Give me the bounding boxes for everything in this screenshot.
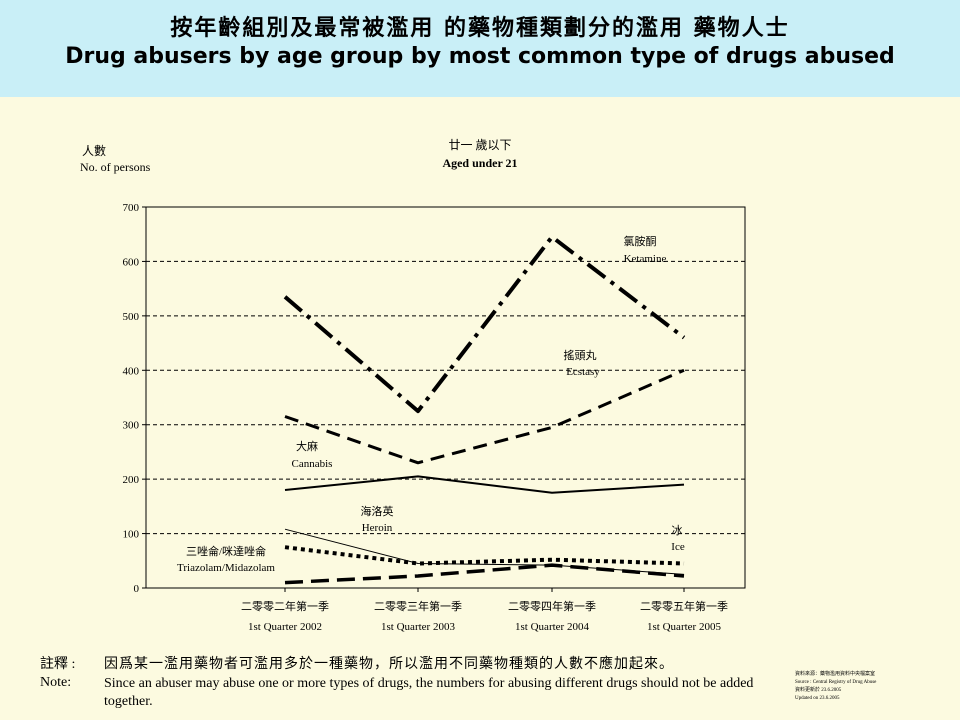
chart-title: Aged under 21	[442, 156, 517, 170]
updated-line-zh: 資料更新於 23.6.2005	[795, 688, 842, 693]
y-axis-label: No. of persons	[80, 160, 151, 174]
x-tick-label: 1st Quarter 2003	[381, 621, 455, 633]
series-line-ice	[284, 563, 685, 585]
line-chart: 廿一 歲以下 Aged under 21 人數 No. of persons 0 100 2…	[80, 138, 746, 633]
series-line-ecstasy	[284, 368, 685, 465]
y-tick-label: 500	[123, 311, 140, 323]
y-axis-label-zh: 人數	[82, 144, 106, 158]
y-tick-label: 300	[123, 420, 140, 432]
series-label-zh-cannabis: 大麻	[296, 439, 318, 453]
y-tick-label: 700	[123, 202, 140, 214]
chart-title-zh: 廿一 歲以下	[448, 138, 511, 152]
series-line-heroin	[284, 528, 685, 575]
source-line-en: Source : Central Registry of Drug Abuse	[795, 680, 877, 685]
series-line-triazolam-midazolam	[284, 545, 685, 566]
series-label-ice: Ice	[671, 541, 685, 553]
series-label-cannabis: Cannabis	[292, 458, 333, 470]
x-tick-label: 1st Quarter 2004	[515, 621, 589, 633]
plot-frame	[145, 206, 746, 589]
series-label-zh-triazolam-midazolam: 三唑侖/咪達唑侖	[186, 544, 266, 558]
series-label-ketamine: Ketamine	[624, 253, 667, 265]
series-label-zh-ketamine: 氯胺酮	[624, 234, 657, 248]
updated-line-en: Updated on 23.6.2005	[795, 696, 840, 701]
y-tick-label: 0	[134, 583, 140, 595]
note-label-en: Note:	[40, 675, 72, 690]
y-tick-label: 100	[123, 529, 140, 541]
series-line-ketamine	[283, 234, 686, 414]
series-label-heroin: Heroin	[362, 522, 393, 534]
series-label-zh-ecstasy: 搖頭丸	[564, 349, 597, 362]
page-title-zh: 按年齡組別及最常被濫用 的藥物種類劃分的濫用 藥物人士	[170, 15, 790, 41]
series-line-cannabis	[284, 475, 685, 494]
note-text-en: Since an abuser may abuse one or more ty…	[104, 676, 754, 709]
page-title-en: Drug abusers by age group by most common…	[65, 44, 895, 69]
series-label-triazolam-midazolam: Triazolam/Midazolam	[177, 562, 275, 574]
series-label-zh-ice: 冰	[672, 524, 683, 537]
source-info: 資料來源：藥物濫用資料中央檔案室 Source : Central Regist…	[795, 671, 955, 703]
source-line-zh: 資料來源：藥物濫用資料中央檔案室	[795, 672, 876, 677]
x-tick-label: 1st Quarter 2002	[248, 621, 322, 633]
y-tick-label: 200	[123, 474, 140, 486]
x-tick-label-zh: 二零零二年第一季	[241, 599, 329, 613]
x-tick-label-zh: 二零零四年第一季	[508, 599, 596, 613]
chart-area: 廿一 歲以下 Aged under 21 人數 No. of persons 0 100 2…	[0, 97, 960, 720]
y-tick-label: 400	[123, 365, 140, 377]
x-tick-label-zh: 二零零五年第一季	[640, 599, 728, 613]
note-text-zh: 因爲某一濫用藥物者可濫用多於一種藥物，所以濫用不同藥物種類的人數不應加起來。	[104, 657, 674, 672]
y-tick-label: 600	[123, 256, 140, 268]
note-label-zh: 註釋 :	[40, 657, 76, 672]
header-banner: 按年齡組別及最常被濫用 的藥物種類劃分的濫用 藥物人士 Drug abusers…	[0, 0, 960, 97]
series-label-zh-heroin: 海洛英	[361, 504, 394, 518]
x-tick-label: 1st Quarter 2005	[647, 621, 721, 633]
series-label-ecstasy: Ecstasy	[566, 366, 600, 378]
x-tick-label-zh: 二零零三年第一季	[374, 599, 462, 613]
